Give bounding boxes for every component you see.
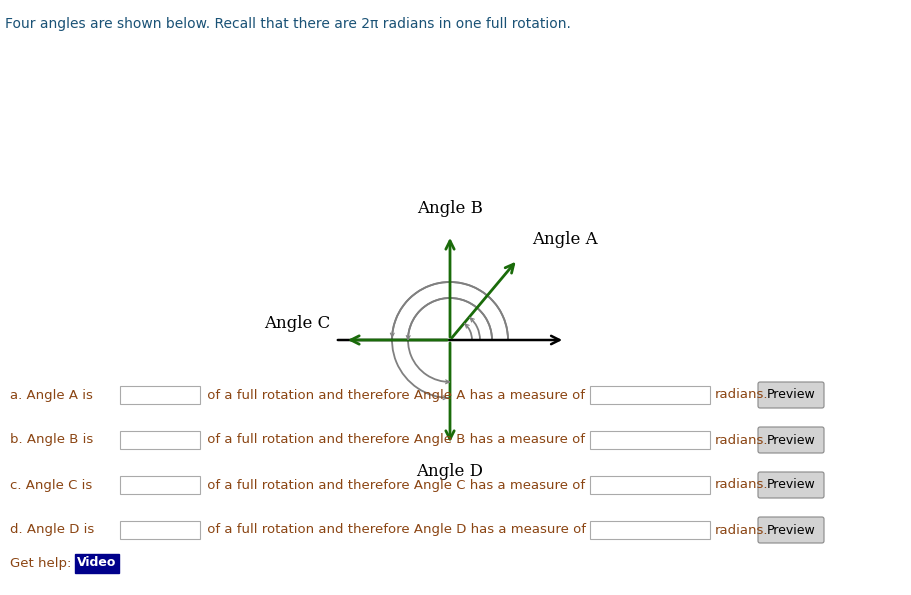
Text: of a full rotation and therefore Angle A has a measure of: of a full rotation and therefore Angle A…: [203, 389, 585, 402]
Text: of a full rotation and therefore Angle B has a measure of: of a full rotation and therefore Angle B…: [203, 434, 585, 446]
Text: c. Angle C is: c. Angle C is: [10, 478, 92, 491]
Text: radians.: radians.: [715, 434, 769, 446]
Text: Video: Video: [77, 556, 117, 569]
Text: Get help:: Get help:: [10, 556, 71, 569]
FancyBboxPatch shape: [120, 431, 200, 449]
FancyBboxPatch shape: [590, 476, 710, 494]
Text: a. Angle A is: a. Angle A is: [10, 389, 93, 402]
FancyBboxPatch shape: [758, 472, 824, 498]
FancyBboxPatch shape: [758, 427, 824, 453]
Text: radians.: radians.: [715, 524, 769, 537]
Text: Preview: Preview: [767, 478, 815, 491]
Text: Preview: Preview: [767, 524, 815, 537]
FancyBboxPatch shape: [590, 386, 710, 404]
Text: Angle D: Angle D: [416, 463, 484, 480]
FancyBboxPatch shape: [758, 517, 824, 543]
Text: Four angles are shown below. Recall that there are 2π radians in one full rotati: Four angles are shown below. Recall that…: [5, 17, 571, 31]
Text: radians.: radians.: [715, 478, 769, 491]
FancyBboxPatch shape: [120, 521, 200, 539]
FancyBboxPatch shape: [590, 521, 710, 539]
Text: Angle A: Angle A: [533, 231, 599, 248]
Text: Angle C: Angle C: [264, 315, 330, 332]
FancyBboxPatch shape: [75, 553, 119, 572]
Text: b. Angle B is: b. Angle B is: [10, 434, 93, 446]
Text: radians.: radians.: [715, 389, 769, 402]
Text: Preview: Preview: [767, 434, 815, 446]
FancyBboxPatch shape: [590, 431, 710, 449]
Text: Preview: Preview: [767, 389, 815, 402]
Text: of a full rotation and therefore Angle C has a measure of: of a full rotation and therefore Angle C…: [203, 478, 585, 491]
FancyBboxPatch shape: [120, 476, 200, 494]
FancyBboxPatch shape: [758, 382, 824, 408]
Text: d. Angle D is: d. Angle D is: [10, 524, 94, 537]
Text: of a full rotation and therefore Angle D has a measure of: of a full rotation and therefore Angle D…: [203, 524, 586, 537]
FancyBboxPatch shape: [120, 386, 200, 404]
Text: Angle B: Angle B: [417, 200, 483, 217]
